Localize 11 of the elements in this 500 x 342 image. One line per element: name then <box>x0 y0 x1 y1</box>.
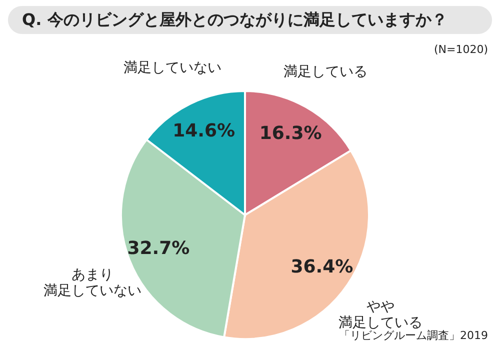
data-label: 36.4% <box>290 256 354 278</box>
slice-label: 満足していない <box>123 60 222 76</box>
chart-title: Q. 今のリビングと屋外とのつながりに満足していますか？ <box>22 10 448 29</box>
text: 「リビングルーム調査」2019 <box>339 329 488 342</box>
data-label: 16.3% <box>259 122 322 144</box>
slice-label: 満足している <box>283 64 368 80</box>
text: (N=1020) <box>434 43 488 56</box>
data-label: 32.7% <box>127 238 190 259</box>
slice-label: やや満足している <box>338 299 423 332</box>
slice-label: あまり満足していない <box>43 266 142 299</box>
data-label: 14.6% <box>172 120 236 142</box>
